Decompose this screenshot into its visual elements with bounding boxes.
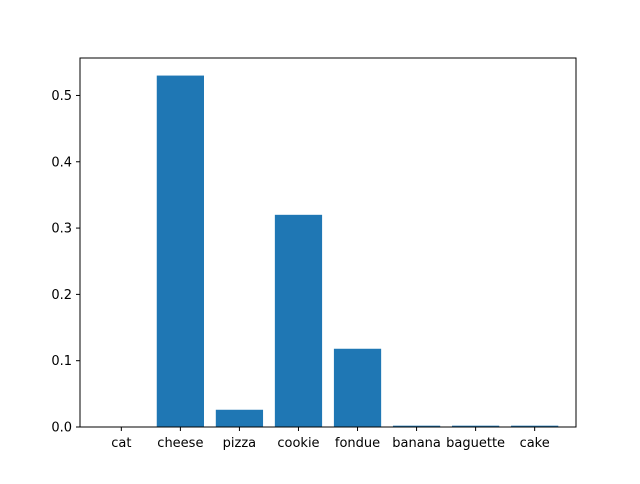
bars-layer bbox=[156, 75, 559, 428]
y-tick-label: 0.3 bbox=[51, 222, 72, 237]
x-tick-label: cheese bbox=[157, 436, 203, 451]
bar-banana bbox=[392, 425, 441, 427]
bar-baguette bbox=[452, 425, 500, 427]
y-tick-label: 0.0 bbox=[51, 421, 72, 436]
x-tick-label: fondue bbox=[335, 436, 380, 451]
y-tick-label: 0.5 bbox=[51, 89, 72, 104]
bar-cheese bbox=[156, 75, 204, 428]
bar-pizza bbox=[215, 409, 264, 427]
y-tick-label: 0.1 bbox=[51, 354, 72, 369]
x-tick-label: baguette bbox=[446, 436, 505, 451]
y-tick-label: 0.4 bbox=[51, 155, 72, 170]
x-tick-label: cookie bbox=[277, 436, 319, 451]
bar-cake bbox=[511, 425, 559, 427]
bar-cookie bbox=[274, 214, 323, 427]
x-tick-label: banana bbox=[392, 436, 441, 451]
x-tick-label: cat bbox=[111, 436, 131, 451]
x-tick-label: cake bbox=[520, 436, 550, 451]
bar-fondue bbox=[333, 348, 382, 427]
x-axis-ticks: cat cheese pizza cookie fondue banana baguette… bbox=[111, 427, 550, 451]
y-axis-ticks: 0.0 0.1 0.2 0.3 0.4 0.5 bbox=[51, 89, 80, 436]
y-tick-label: 0.2 bbox=[51, 288, 72, 303]
x-tick-label: pizza bbox=[223, 436, 256, 451]
plot-frame bbox=[79, 57, 577, 428]
